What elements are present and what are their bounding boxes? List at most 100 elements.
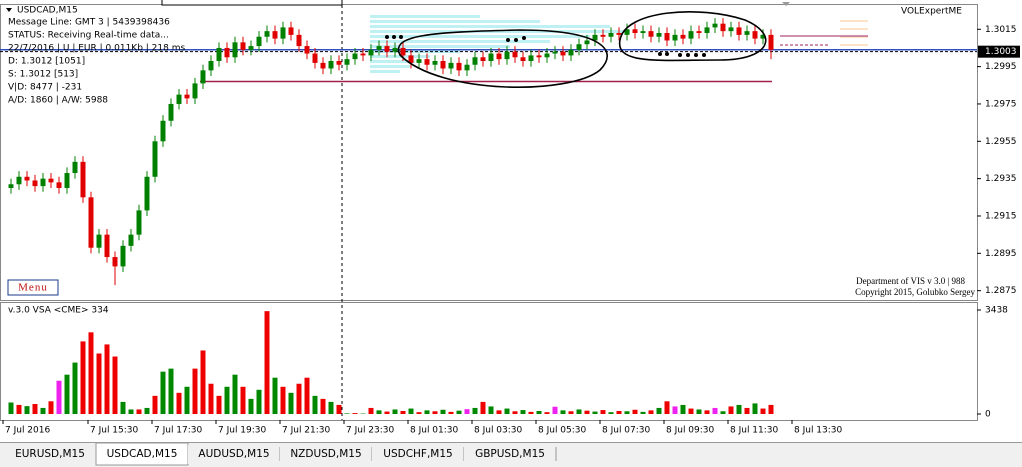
info-line: Message Line: GMT 3 | 5439398436: [8, 18, 170, 28]
candle-body: [712, 23, 718, 28]
candle-body: [80, 161, 86, 198]
candle-body: [496, 53, 502, 60]
volume-bar: [576, 409, 582, 414]
credit: Copyright 2015, Golubko Sergey: [855, 287, 975, 297]
x-tick-label: 7 Jul 15:30: [90, 426, 139, 436]
volume-bar: [288, 392, 294, 414]
candle-body: [152, 141, 158, 177]
volume-bar: [600, 410, 606, 414]
volume-bar: [480, 401, 486, 414]
volume-bar: [496, 410, 502, 414]
menu-triangle: [6, 8, 12, 12]
tab[interactable]: [372, 445, 464, 464]
info-line: A/D: 1860 | A/W: 5988: [8, 96, 108, 106]
volume-bar: [8, 402, 14, 414]
candle-body: [624, 29, 630, 35]
menu-label[interactable]: Menu: [18, 282, 48, 294]
candle-body: [592, 34, 598, 41]
y-tick-label: 1.2995: [985, 62, 1017, 72]
candle-body: [296, 34, 302, 47]
candle-body: [768, 34, 774, 50]
volume-bar: [688, 408, 694, 414]
volume-bar: [760, 408, 766, 414]
candle-body: [208, 61, 214, 71]
info-line: 22/7/2016 | U | EUR | 0.011Kb | 218 ms: [8, 44, 185, 54]
tab-label[interactable]: USDCHF,M15: [383, 448, 452, 460]
indicator-name: VOLExpertME: [901, 7, 962, 17]
current-price-box: [978, 45, 1020, 58]
candle-body: [360, 53, 366, 56]
candle-body: [528, 55, 534, 62]
candle-body: [704, 27, 710, 34]
tab-label[interactable]: NZDUSD,M15: [290, 448, 361, 460]
tab-label[interactable]: GBPUSD,M15: [475, 448, 545, 460]
candle-body: [488, 53, 494, 62]
volume-bar: [376, 410, 382, 414]
menu-button[interactable]: [7, 279, 59, 296]
candle-body: [400, 47, 406, 56]
volume-bar: [144, 407, 150, 414]
volume-bar: [624, 411, 630, 414]
tab-label[interactable]: USDCAD,M15: [107, 448, 178, 460]
candle-body: [600, 34, 606, 37]
candle-body: [16, 176, 22, 185]
candle-body: [128, 234, 134, 246]
tabs: EURUSD,M15 USDCAD,M15 AUDUSD,M15 NZDUSD,M15…: [4, 442, 557, 466]
candle-body: [520, 57, 526, 62]
volume-bar: [400, 410, 406, 414]
volume-bar: [504, 408, 510, 414]
x-tick-label: 8 Jul 13:30: [794, 426, 843, 436]
volume-bar: [264, 311, 270, 414]
tab[interactable]: [4, 445, 96, 464]
indicator-icon: [782, 2, 790, 6]
volume-bar: [328, 401, 334, 414]
tab-label[interactable]: EURUSD,M15: [15, 448, 85, 460]
volume-bar: [664, 401, 670, 414]
volume-bar: [256, 389, 262, 414]
volume-bar: [728, 406, 734, 414]
candle-body: [120, 245, 126, 267]
volume-bar: [648, 410, 654, 414]
volume-bar: [568, 411, 574, 414]
volume-bar: [216, 395, 222, 414]
y-tick-label: 1.2895: [985, 249, 1017, 259]
volume-bar: [768, 404, 774, 414]
tab[interactable]: [280, 445, 372, 464]
candle-body: [672, 34, 678, 41]
x-tick-label: 8 Jul 11:30: [730, 426, 779, 436]
volume-bar: [176, 392, 182, 414]
price-panel: [0, 4, 978, 301]
candle-body: [328, 61, 334, 69]
candle-body: [440, 61, 446, 69]
volume-bar: [744, 407, 750, 414]
candle-body: [696, 31, 702, 34]
y-tick-label: 1.2975: [985, 99, 1017, 109]
tab-label[interactable]: AUDUSD,M15: [198, 448, 269, 460]
candle-body: [176, 94, 182, 104]
volume-bar: [456, 410, 462, 414]
volume-bar: [520, 410, 526, 414]
volume-bar: [240, 386, 246, 414]
candle-body: [168, 103, 174, 121]
candle-body: [56, 182, 62, 188]
x-tick-label: 7 Jul 21:30: [282, 426, 331, 436]
volume-bar: [168, 368, 174, 414]
volume-bar: [696, 409, 702, 414]
volume-bar: [104, 344, 110, 414]
volume-bar: [632, 409, 638, 414]
candle-body: [24, 176, 30, 181]
volume-bar: [408, 408, 414, 414]
volume-bar: [704, 410, 710, 414]
volume-bar: [472, 407, 478, 414]
y-tick-label: 3438: [985, 306, 1008, 316]
volume-bar: [312, 395, 318, 414]
candle-body: [288, 27, 294, 35]
volume-bar: [464, 409, 470, 414]
candle-body: [752, 31, 758, 39]
volume-profile: [370, 15, 630, 73]
tab[interactable]: [188, 445, 280, 464]
volume-title: v.3.0 VSA <CME> 334: [8, 306, 109, 316]
tab[interactable]: [464, 445, 556, 464]
candle-body: [216, 47, 222, 62]
volume-bar: [656, 407, 662, 414]
